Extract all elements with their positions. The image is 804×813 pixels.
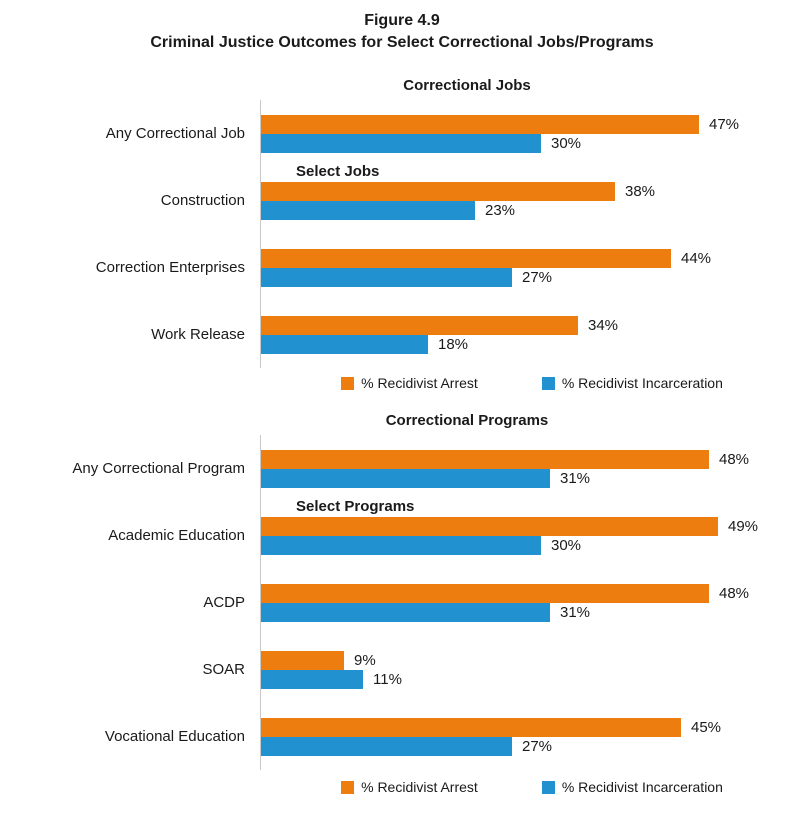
legend-incarceration-label: % Recidivist Incarceration [561, 779, 723, 795]
arrest-swatch-icon [341, 780, 355, 794]
bar-incarceration [260, 468, 550, 488]
data-label: 11% [373, 670, 402, 688]
category-label: ACDP [203, 594, 245, 611]
data-label: 27% [522, 268, 553, 286]
data-label: 45% [691, 718, 722, 736]
category-row: Vocational Education 45% 27% [0, 703, 804, 770]
chart-title-jobs: Correctional Jobs [403, 77, 531, 94]
arrest-swatch-icon [341, 376, 355, 390]
figure-title: Criminal Justice Outcomes for Select Cor… [150, 34, 654, 51]
category-row: Any Correctional Job 47% 30% [0, 100, 804, 167]
category-row: Construction 38% 23% [0, 167, 804, 234]
bar-arrest [260, 583, 709, 603]
bar-incarceration [260, 602, 550, 622]
category-row: Work Release 34% 18% [0, 301, 804, 368]
legend-incarceration-label: % Recidivist Incarceration [561, 375, 723, 391]
data-label: 48% [719, 584, 750, 602]
legend-item-incarceration: % Recidivist Incarceration [541, 375, 723, 391]
data-label: 18% [438, 335, 469, 353]
bar-incarceration [260, 267, 512, 287]
data-label: 44% [681, 249, 712, 267]
data-label: 31% [560, 469, 591, 487]
bar-arrest [260, 650, 344, 670]
figure-4-9: Figure 4.9 Criminal Justice Outcomes for… [0, 12, 804, 795]
incarceration-swatch-icon [541, 376, 555, 390]
category-row: SOAR 9% 11% [0, 636, 804, 703]
programs-legend: % Recidivist Arrest % Recidivist Incarce… [260, 779, 804, 795]
bar-incarceration [260, 133, 541, 153]
correctional-jobs-chart: Correctional Jobs Select Jobs Any Correc… [0, 76, 804, 391]
category-label: Any Correctional Job [105, 125, 245, 142]
bar-arrest [260, 516, 718, 536]
bar-arrest [260, 449, 709, 469]
category-row: ACDP 48% 31% [0, 569, 804, 636]
bar-arrest [260, 315, 578, 335]
jobs-legend: % Recidivist Arrest % Recidivist Incarce… [260, 375, 804, 391]
category-label: Academic Education [108, 527, 245, 544]
category-label: Construction [160, 192, 245, 209]
figure-number: Figure 4.9 [364, 12, 440, 29]
bar-arrest [260, 248, 671, 268]
incarceration-swatch-icon [541, 780, 555, 794]
category-label: Any Correctional Program [72, 460, 245, 477]
bar-incarceration [260, 669, 363, 689]
bar-incarceration [260, 334, 428, 354]
category-row: Correction Enterprises 44% 27% [0, 234, 804, 301]
bar-incarceration [260, 535, 541, 555]
data-label: 38% [625, 182, 656, 200]
data-label: 31% [560, 603, 591, 621]
data-label: 47% [709, 115, 740, 133]
programs-plot-area: Select Programs Any Correctional Program… [0, 435, 804, 770]
chart-title-programs: Correctional Programs [385, 412, 549, 429]
data-label: 48% [719, 450, 750, 468]
category-row: Any Correctional Program 48% 31% [0, 435, 804, 502]
legend-item-incarceration: % Recidivist Incarceration [541, 779, 723, 795]
data-label: 30% [551, 536, 582, 554]
data-label: 49% [728, 517, 759, 535]
category-label: Correction Enterprises [95, 259, 245, 276]
legend-item-arrest: % Recidivist Arrest [341, 375, 478, 391]
select-programs-label: Select Programs [296, 498, 415, 515]
legend-item-arrest: % Recidivist Arrest [341, 779, 478, 795]
data-label: 34% [588, 316, 619, 334]
legend-arrest-label: % Recidivist Arrest [361, 375, 478, 391]
select-jobs-label: Select Jobs [296, 163, 380, 180]
jobs-plot-area: Select Jobs Any Correctional Job 47% 30% Co… [0, 100, 804, 368]
bar-arrest [260, 717, 681, 737]
bar-incarceration [260, 736, 512, 756]
bar-arrest [260, 114, 699, 134]
legend-arrest-label: % Recidivist Arrest [361, 779, 478, 795]
data-label: 9% [354, 651, 376, 669]
vertical-axis-line [260, 100, 261, 368]
bar-arrest [260, 181, 615, 201]
data-label: 23% [485, 201, 516, 219]
category-label: Vocational Education [104, 728, 245, 745]
category-row: Academic Education 49% 30% [0, 502, 804, 569]
data-label: 30% [551, 134, 582, 152]
bar-incarceration [260, 200, 475, 220]
correctional-programs-chart: Correctional Programs Select Programs An… [0, 411, 804, 795]
vertical-axis-line [260, 435, 261, 770]
category-label: Work Release [151, 326, 245, 343]
category-label: SOAR [202, 661, 245, 678]
data-label: 27% [522, 737, 553, 755]
